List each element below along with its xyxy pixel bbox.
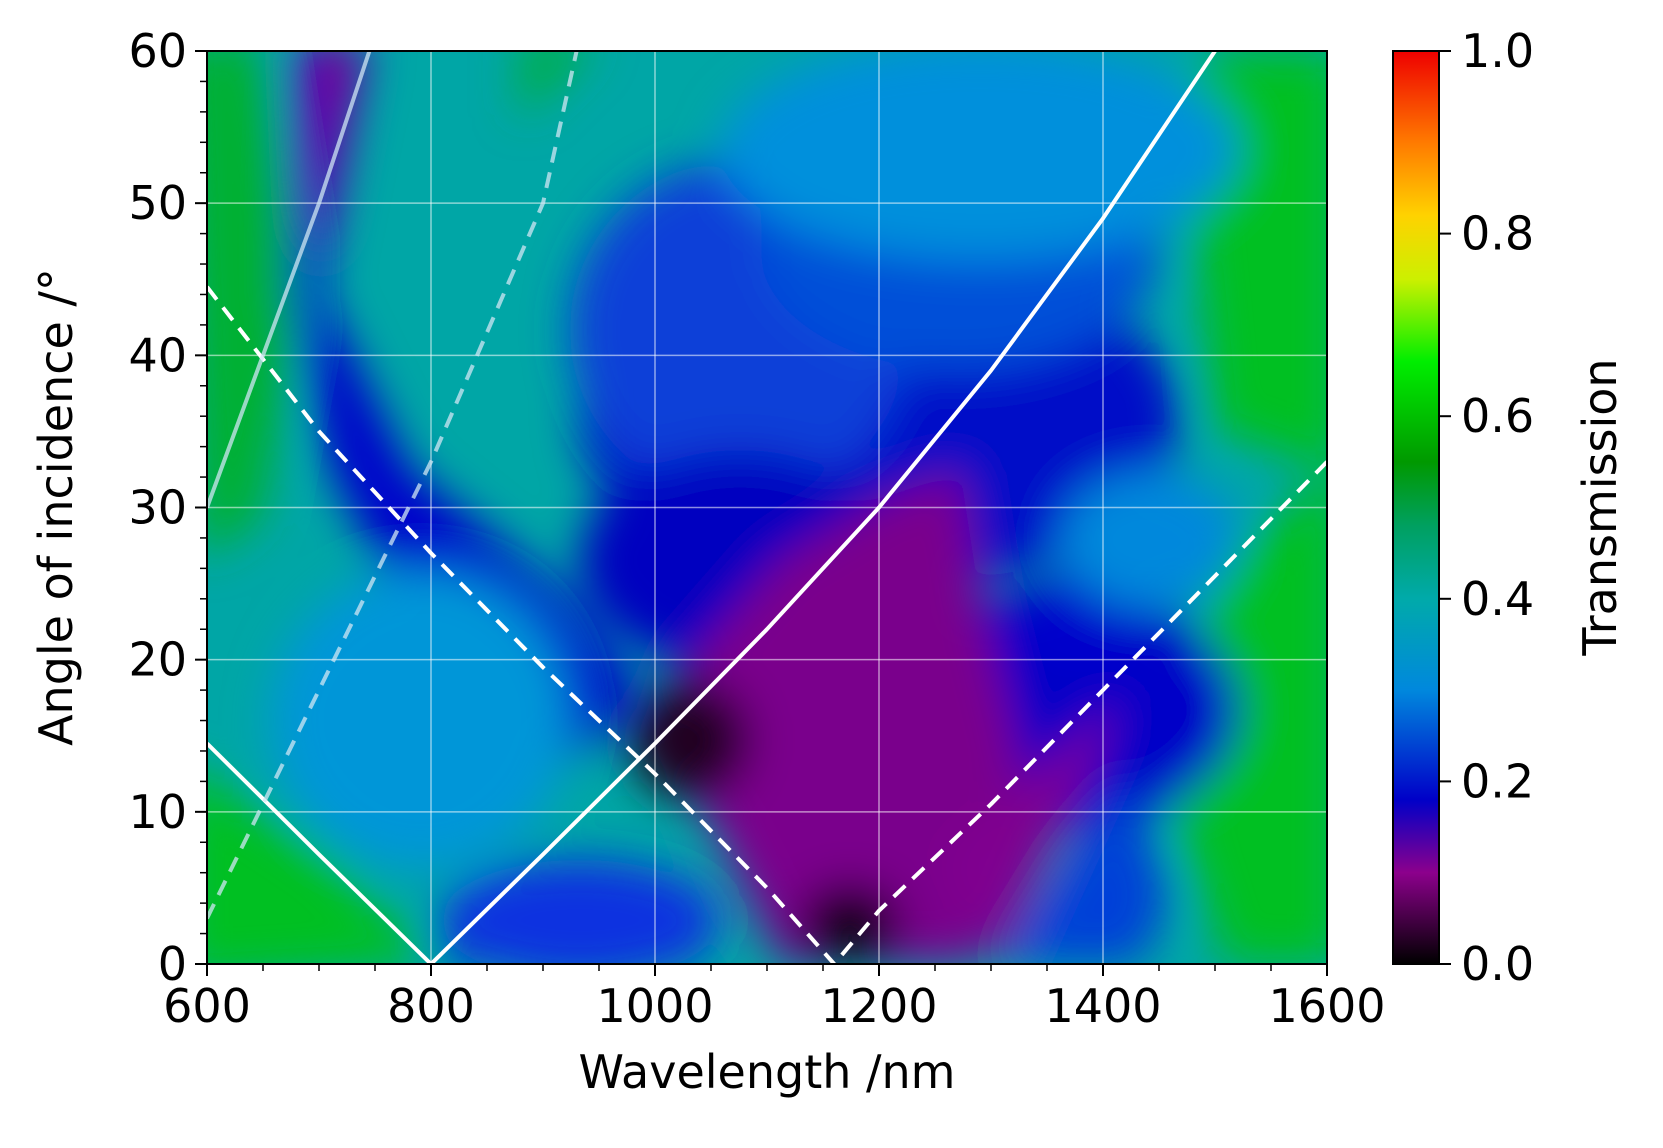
y-tick-label-30: 30: [128, 481, 187, 535]
x-axis-label: Wavelength /nm: [579, 1045, 956, 1099]
overlay-curves: [207, 51, 1327, 964]
x-tick-label-1600: 1600: [1268, 979, 1385, 1033]
colorbar-ticks: 0.0 0.2 0.4 0.6 0.8 1.0: [1439, 24, 1534, 991]
y-tick-label-60: 60: [128, 24, 187, 78]
colorbar-tick-label-0: 0.0: [1461, 937, 1534, 991]
colorbar-tick-label-2: 0.4: [1461, 572, 1534, 626]
colorbar-label: Transmission: [1573, 358, 1627, 656]
curve-solid-order-1: [207, 51, 1217, 964]
curve-dashed-order-1: [207, 285, 1327, 964]
colorbar-tick-label-1: 0.2: [1461, 754, 1534, 808]
heatmap-field: [207, 51, 1327, 964]
x-tick-label-800: 800: [387, 979, 475, 1033]
y-tick-label-50: 50: [128, 176, 187, 230]
y-axis-label: Angle of incidence /°: [29, 268, 83, 746]
colorbar-tick-label-5: 1.0: [1461, 24, 1534, 78]
y-tick-label-20: 20: [128, 633, 187, 687]
y-axis-ticks: 0 10 20 30 40 50 60: [128, 24, 207, 991]
curve-solid-order-2: [207, 51, 372, 509]
x-tick-label-600: 600: [163, 979, 251, 1033]
x-tick-label-1000: 1000: [596, 979, 713, 1033]
x-axis-ticks: 600 800 1000 1200 1400 1600: [163, 964, 1386, 1033]
y-tick-label-40: 40: [128, 328, 187, 382]
x-tick-label-1200: 1200: [820, 979, 937, 1033]
y-tick-label-0: 0: [158, 937, 187, 991]
colorbar-tick-label-3: 0.6: [1461, 389, 1534, 443]
colorbar: [1392, 50, 1440, 965]
x-tick-label-1400: 1400: [1044, 979, 1161, 1033]
curve-dashed-order-2: [207, 51, 579, 920]
y-tick-label-10: 10: [128, 785, 187, 839]
colorbar-tick-label-4: 0.8: [1461, 207, 1534, 261]
